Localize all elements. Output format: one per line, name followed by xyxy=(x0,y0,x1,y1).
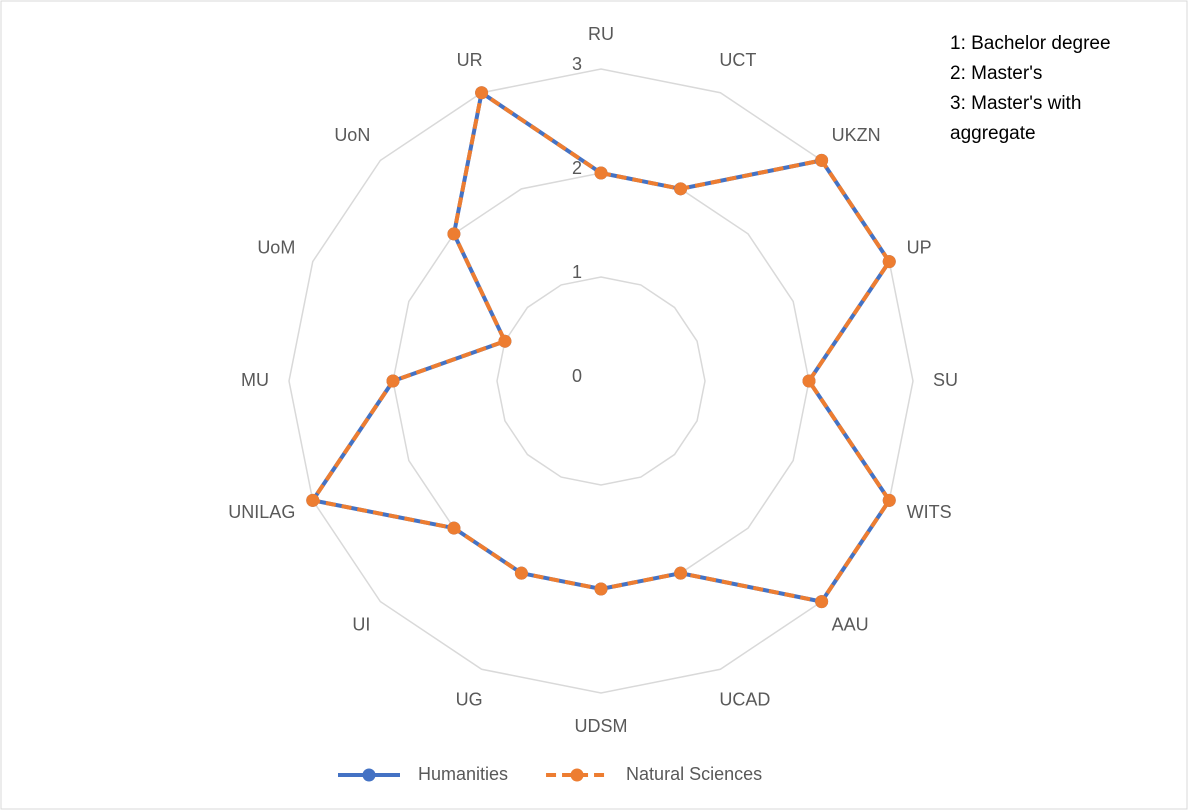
series-marker xyxy=(882,493,896,507)
series-marker xyxy=(498,334,512,348)
r-tick-label: 1 xyxy=(572,262,582,282)
legend-marker xyxy=(570,768,584,782)
series-marker xyxy=(306,493,320,507)
annotation: 3: Master's with xyxy=(950,93,1081,114)
series-marker xyxy=(475,86,489,100)
series-marker xyxy=(594,582,608,596)
category-label: UI xyxy=(352,614,370,634)
legend-label: Humanities xyxy=(418,764,508,784)
series-marker xyxy=(882,255,896,269)
r-tick-label: 3 xyxy=(572,54,582,74)
category-label: UDSM xyxy=(575,716,628,736)
series-marker xyxy=(447,521,461,535)
series-marker xyxy=(386,374,400,388)
category-label: UKZN xyxy=(832,125,881,145)
series-marker xyxy=(514,566,528,580)
legend-marker xyxy=(362,768,376,782)
legend-label: Natural Sciences xyxy=(626,764,762,784)
annotation: aggregate xyxy=(950,123,1036,144)
series-marker xyxy=(674,182,688,196)
category-label: SU xyxy=(933,370,958,390)
category-label: UR xyxy=(457,50,483,70)
annotation: 1: Bachelor degree xyxy=(950,33,1111,54)
category-label: UP xyxy=(907,237,932,257)
category-label: UoN xyxy=(334,125,370,145)
r-tick-label: 0 xyxy=(572,366,582,386)
category-label: UCAD xyxy=(719,689,770,709)
category-label: MU xyxy=(241,370,269,390)
category-label: UNILAG xyxy=(228,502,295,522)
category-label: UCT xyxy=(719,50,756,70)
category-label: WITS xyxy=(907,502,952,522)
series-marker xyxy=(815,153,829,167)
category-label: RU xyxy=(588,24,614,44)
annotation: 2: Master's xyxy=(950,63,1042,84)
series-marker xyxy=(447,227,461,241)
grid-ring xyxy=(496,276,706,486)
category-label: UoM xyxy=(257,237,295,257)
r-tick-label: 2 xyxy=(572,158,582,178)
series-marker xyxy=(594,166,608,180)
category-label: UG xyxy=(456,689,483,709)
series-marker xyxy=(802,374,816,388)
category-label: AAU xyxy=(832,614,869,634)
series-marker xyxy=(815,595,829,609)
series-marker xyxy=(674,566,688,580)
